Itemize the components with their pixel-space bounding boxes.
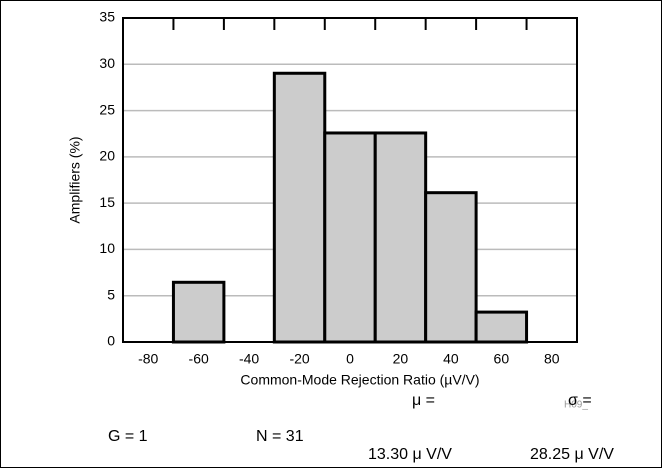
y-tick-label: 35 xyxy=(99,9,115,25)
x-tick-label: 20 xyxy=(393,351,409,367)
gain: G = 1 xyxy=(108,428,148,445)
bar xyxy=(323,131,377,344)
x-tick-label: 60 xyxy=(494,351,510,367)
x-tick-label: 0 xyxy=(346,351,354,367)
y-tick-label: 15 xyxy=(99,194,115,210)
mean-label: μ = xyxy=(412,392,435,409)
y-tick-label: 20 xyxy=(99,148,115,164)
x-tick-label: -40 xyxy=(239,351,259,367)
x-tick-label: 40 xyxy=(443,351,459,367)
plot-frame xyxy=(122,17,578,343)
y-tick-label: 30 xyxy=(99,55,115,71)
y-tick-label: 0 xyxy=(107,333,115,349)
sigma-value: 28.25 μ V/V xyxy=(530,446,614,463)
x-tick-label: -20 xyxy=(289,351,309,367)
bar xyxy=(272,71,327,344)
bar xyxy=(474,310,529,344)
x-axis-label: Common-Mode Rejection Ratio (µV/V) xyxy=(240,372,479,388)
x-tick-label: 80 xyxy=(544,351,560,367)
y-tick-label: 5 xyxy=(107,286,115,302)
mean-value: 13.30 μ V/V xyxy=(368,446,452,463)
y-tick-label: 10 xyxy=(99,240,115,256)
x-tick-label: -80 xyxy=(138,351,158,367)
bar xyxy=(373,131,428,344)
y-axis-label: Amplifiers (%) xyxy=(67,136,83,223)
sigma-label: σ = xyxy=(568,392,592,409)
x-tick-label: -60 xyxy=(189,351,209,367)
sample-count: N = 31 xyxy=(256,428,304,445)
y-tick-label: 25 xyxy=(99,101,115,117)
figure-code: H09_ xyxy=(564,400,588,411)
bar xyxy=(424,191,478,344)
bar xyxy=(171,280,226,344)
